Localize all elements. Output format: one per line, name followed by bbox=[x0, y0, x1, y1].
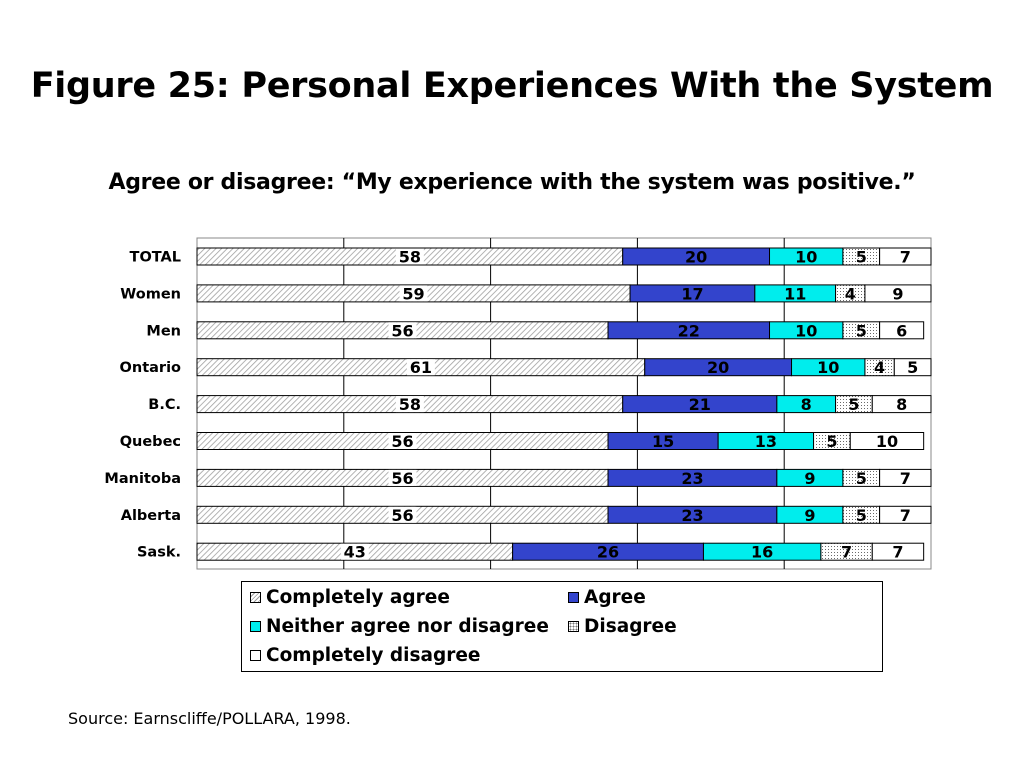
data-label-completely-agree-quebec: 56 bbox=[391, 432, 413, 451]
data-label-completely-agree-alberta: 56 bbox=[391, 506, 413, 525]
bar-completely-disagree-b-c bbox=[871, 395, 932, 414]
data-label-completely-disagree-women: 9 bbox=[892, 284, 903, 303]
data-label-background bbox=[388, 506, 417, 523]
category-label-sask: Sask. bbox=[137, 545, 181, 561]
data-label-completely-disagree-men: 6 bbox=[896, 321, 907, 340]
data-label-disagree-b-c: 5 bbox=[848, 395, 859, 414]
bar-completely-disagree-ontario bbox=[893, 358, 932, 377]
data-label-agree-quebec: 15 bbox=[652, 432, 674, 451]
data-label-background bbox=[340, 543, 369, 560]
category-label-ontario: Ontario bbox=[120, 360, 181, 376]
data-label-completely-agree-manitoba: 56 bbox=[391, 469, 413, 488]
data-label-disagree-manitoba: 5 bbox=[856, 469, 867, 488]
data-label-background bbox=[395, 396, 424, 413]
data-label-neither-agree-nor-disagree-manitoba: 9 bbox=[804, 469, 815, 488]
data-label-agree-b-c: 21 bbox=[689, 395, 711, 414]
legend-swatch-disagree bbox=[568, 621, 579, 632]
bar-completely-disagree-total bbox=[879, 247, 932, 266]
data-label-background bbox=[388, 322, 417, 339]
bar-completely-disagree-sask bbox=[871, 542, 925, 561]
data-label-completely-disagree-total: 7 bbox=[900, 248, 911, 267]
data-label-completely-agree-sask: 43 bbox=[344, 543, 366, 562]
bar-completely-disagree-women bbox=[864, 284, 932, 303]
data-label-completely-disagree-sask: 7 bbox=[892, 543, 903, 562]
legend-swatch-completely-disagree bbox=[250, 650, 261, 661]
data-label-completely-disagree-b-c: 8 bbox=[896, 395, 907, 414]
data-label-agree-women: 17 bbox=[681, 284, 703, 303]
data-label-agree-sask: 26 bbox=[597, 543, 619, 562]
data-label-completely-agree-men: 56 bbox=[391, 321, 413, 340]
data-label-disagree-quebec: 5 bbox=[826, 432, 837, 451]
data-label-background bbox=[388, 433, 417, 449]
data-label-background bbox=[406, 359, 435, 376]
data-label-neither-agree-nor-disagree-men: 10 bbox=[795, 321, 817, 340]
figure-title: Figure 25: Personal Experiences With the… bbox=[30, 66, 994, 106]
legend-item-completely-agree: Completely agree bbox=[250, 587, 450, 608]
data-label-neither-agree-nor-disagree-b-c: 8 bbox=[801, 395, 812, 414]
data-label-disagree-total: 5 bbox=[856, 248, 867, 267]
category-label-b-c: B.C. bbox=[148, 397, 181, 413]
data-label-disagree-ontario: 4 bbox=[874, 358, 885, 377]
legend-label: Agree bbox=[584, 587, 646, 608]
data-label-completely-disagree-quebec: 10 bbox=[876, 432, 898, 451]
bar-completely-disagree-quebec bbox=[849, 432, 925, 450]
bar-completely-disagree-alberta bbox=[879, 505, 932, 524]
category-label-women: Women bbox=[120, 286, 181, 302]
category-label-total: TOTAL bbox=[130, 250, 181, 266]
data-label-neither-agree-nor-disagree-women: 11 bbox=[784, 284, 806, 303]
data-label-neither-agree-nor-disagree-total: 10 bbox=[795, 248, 817, 267]
data-labels: 58 20 10 5 759 17 11 4 956 22 10 5 661 20 10 4 558 21 8 5 85… bbox=[340, 248, 918, 562]
data-label-agree-total: 20 bbox=[685, 248, 707, 267]
category-label-alberta: Alberta bbox=[121, 508, 181, 524]
category-label-quebec: Quebec bbox=[120, 434, 181, 450]
legend-item-agree: Agree bbox=[568, 587, 646, 608]
data-label-agree-alberta: 23 bbox=[681, 506, 703, 525]
bar-completely-disagree-men bbox=[879, 321, 925, 340]
data-label-completely-agree-total: 58 bbox=[399, 248, 421, 267]
category-labels: TOTAL Women Men Ontario B.C. Quebec Manitoba Al… bbox=[104, 250, 181, 561]
legend-label: Completely agree bbox=[266, 587, 450, 608]
data-label-disagree-women: 4 bbox=[845, 284, 856, 303]
data-label-disagree-alberta: 5 bbox=[856, 506, 867, 525]
legend-item-neither: Neither agree nor disagree bbox=[250, 616, 549, 637]
data-label-neither-agree-nor-disagree-alberta: 9 bbox=[804, 506, 815, 525]
data-label-completely-disagree-manitoba: 7 bbox=[900, 469, 911, 488]
bar-completely-disagree-manitoba bbox=[879, 468, 932, 487]
legend: Completely agree Agree Neither agree nor… bbox=[241, 581, 883, 672]
source-note: Source: Earnscliffe/POLLARA, 1998. bbox=[68, 709, 351, 728]
data-label-completely-agree-ontario: 61 bbox=[410, 358, 432, 377]
legend-label: Neither agree nor disagree bbox=[266, 616, 549, 637]
data-label-background bbox=[399, 285, 428, 302]
category-label-manitoba: Manitoba bbox=[104, 471, 181, 487]
data-label-agree-ontario: 20 bbox=[707, 358, 729, 377]
data-label-neither-agree-nor-disagree-ontario: 10 bbox=[817, 358, 839, 377]
category-label-men: Men bbox=[146, 323, 181, 339]
data-label-completely-disagree-alberta: 7 bbox=[900, 506, 911, 525]
data-label-completely-agree-b-c: 58 bbox=[399, 395, 421, 414]
data-label-neither-agree-nor-disagree-quebec: 13 bbox=[755, 432, 777, 451]
data-label-background bbox=[388, 469, 417, 486]
data-label-completely-disagree-ontario: 5 bbox=[907, 358, 918, 377]
chart-subtitle: Agree or disagree: “My experience with t… bbox=[108, 170, 916, 195]
data-label-disagree-sask: 7 bbox=[841, 543, 852, 562]
data-label-agree-men: 22 bbox=[678, 321, 700, 340]
data-label-completely-agree-women: 59 bbox=[402, 284, 424, 303]
legend-label: Disagree bbox=[584, 616, 677, 637]
data-label-disagree-men: 5 bbox=[856, 321, 867, 340]
legend-label: Completely disagree bbox=[266, 645, 481, 666]
legend-swatch-completely-agree bbox=[250, 592, 261, 603]
legend-swatch-neither bbox=[250, 621, 261, 632]
legend-item-completely-disagree: Completely disagree bbox=[250, 645, 480, 666]
data-label-background bbox=[395, 248, 424, 265]
data-label-neither-agree-nor-disagree-sask: 16 bbox=[751, 543, 773, 562]
legend-swatch-agree bbox=[568, 592, 579, 603]
bars bbox=[196, 247, 932, 561]
data-label-agree-manitoba: 23 bbox=[681, 469, 703, 488]
legend-item-disagree: Disagree bbox=[568, 616, 677, 637]
